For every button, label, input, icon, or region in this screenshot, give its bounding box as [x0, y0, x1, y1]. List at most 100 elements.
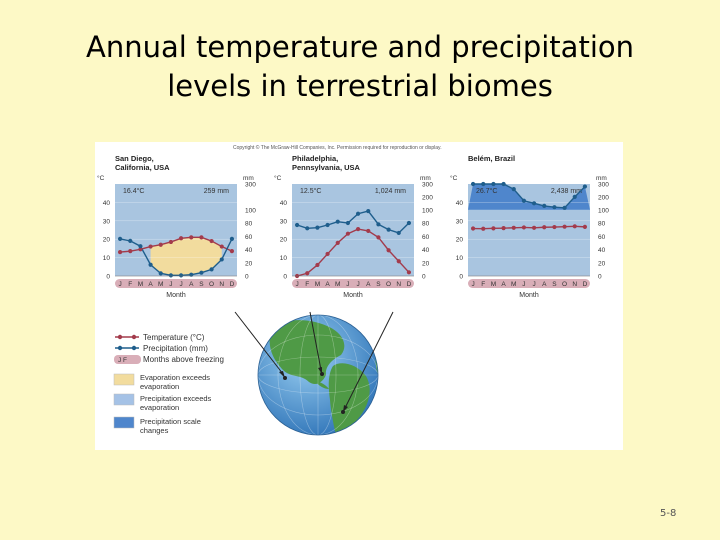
precip-axis-unit: mm [420, 175, 431, 182]
precip-tick-label: 20 [422, 260, 430, 267]
precip-tick-label: 80 [245, 221, 253, 228]
month-tick-label: D [230, 281, 235, 288]
months-above-freezing-band [115, 279, 237, 288]
temperature-point [531, 225, 537, 230]
central-america-landmass [315, 381, 329, 389]
month-tick-label: F [305, 281, 309, 288]
slide-title: Annual temperature and precipitation lev… [0, 28, 720, 106]
precipitation-point [148, 262, 153, 267]
annual-precipitation-label: 1,024 mm [375, 188, 406, 195]
panel-location-line-1: Belém, Brazil [468, 154, 515, 163]
precipitation-point [335, 219, 340, 224]
month-tick-label: M [491, 281, 496, 288]
precip-tick-label: 300 [245, 182, 256, 189]
month-tick-label: S [376, 281, 381, 288]
temperature-point [470, 226, 476, 231]
precipitation-point [572, 194, 577, 199]
temperature-point [199, 235, 204, 240]
precip-axis-unit: mm [596, 175, 607, 182]
precip-tick-label: 60 [245, 234, 253, 241]
legend-temperature-marker [131, 334, 137, 340]
precipitation-point [481, 181, 486, 187]
temperature-point [219, 244, 224, 249]
precipitation-point [501, 181, 506, 187]
temp-tick-label: 0 [459, 274, 463, 281]
panel-location-line-2: Pennsylvania, USA [292, 163, 361, 172]
month-tick-label: J [179, 281, 182, 288]
temp-tick-label: 10 [103, 255, 111, 262]
month-tick-label: M [315, 281, 320, 288]
precipitation-point [128, 238, 133, 243]
month-tick-label: A [189, 281, 194, 288]
legend-freezing-label: Months above freezing [143, 355, 224, 364]
month-tick-label: J [522, 281, 525, 288]
precipitation-point [158, 271, 163, 276]
months-above-freezing-band [468, 279, 590, 288]
temp-tick-label: 10 [280, 255, 288, 262]
month-tick-label: A [366, 281, 371, 288]
figure-legend: Temperature (°C) Precipitation (mm) J F … [113, 333, 224, 435]
precipitation-point [396, 230, 401, 236]
panel-location-line-1: Philadelphia, [292, 154, 338, 163]
climate-panels: San Diego,California, USA °C mm 0 10 20 30 40 0 2… [97, 154, 609, 299]
mean-temperature-label: 16.4°C [123, 187, 144, 195]
temperature-point [178, 236, 184, 241]
precip-tick-label: 100 [598, 207, 609, 214]
precip-tick-label: 200 [598, 194, 609, 201]
legend-exceeds-swatch [113, 393, 135, 406]
month-tick-label: O [562, 281, 567, 288]
temperature-point [229, 249, 235, 254]
climate-panel-1: San Diego,California, USA °C mm 0 10 20 30 40 0 2… [97, 154, 256, 299]
temperature-point [386, 248, 391, 253]
slide-title-line-2: levels in terrestrial biomes [167, 69, 553, 103]
annual-precipitation-label: 259 mm [204, 188, 229, 195]
precipitation-point [178, 273, 184, 278]
arrow-philadelphia [309, 311, 322, 371]
month-tick-label: J [356, 281, 359, 288]
north-america-landmass [269, 320, 345, 385]
temperature-point [209, 238, 214, 244]
temperature-point [325, 251, 330, 257]
precip-tick-label: 0 [598, 274, 602, 281]
precipitation-point [406, 220, 412, 226]
precipitation-point [366, 208, 371, 214]
temperature-point [355, 226, 361, 232]
temp-tick-label: 20 [456, 237, 464, 244]
precipitation-point [294, 222, 300, 228]
legend-exceeds-label: Precipitation exceeds evaporation [140, 394, 212, 412]
precipitation-point [531, 201, 537, 206]
precipitation-point [386, 227, 391, 232]
month-tick-label: O [386, 281, 391, 288]
month-tick-label: N [396, 281, 401, 288]
biome-climate-figure: Copyright © The McGraw-Hill Companies, I… [95, 142, 623, 450]
climate-panel-3: Belém, Brazil °C mm 0 10 20 30 40 0 20 40 60 80 100 20… [450, 154, 609, 299]
precipitation-point [511, 187, 516, 192]
legend-temperature-label: Temperature (°C) [143, 333, 205, 342]
temp-axis-unit: °C [274, 174, 282, 182]
month-tick-label: D [407, 281, 412, 288]
month-tick-label: J [295, 281, 298, 288]
legend-evaporation-label: Evaporation exceeds evaporation [140, 373, 210, 391]
month-tick-label: M [511, 281, 516, 288]
month-tick-label: D [583, 281, 588, 288]
precip-tick-label: 100 [422, 207, 433, 214]
legend-scale-label: Precipitation scale changes [140, 417, 201, 435]
temp-tick-label: 30 [456, 218, 464, 225]
precipitation-point [117, 236, 123, 242]
temperature-line [296, 228, 410, 277]
slide-title-line-1: Annual temperature and precipitation [86, 30, 634, 64]
temperature-point [501, 226, 506, 231]
temperature-point [396, 259, 401, 264]
legend-evaporation-swatch [113, 373, 135, 386]
precip-axis-unit: mm [243, 175, 254, 182]
arrow-belem [344, 311, 394, 409]
precip-tick-label: 80 [598, 221, 606, 228]
legend-precipitation-label: Precipitation (mm) [143, 344, 208, 353]
precip-tick-label: 40 [598, 247, 606, 254]
precip-tick-label: 60 [422, 234, 430, 241]
climate-panel-2: Philadelphia,Pennsylvania, USA °C mm 0 10 20 3… [274, 154, 433, 299]
month-tick-label: F [128, 281, 132, 288]
temperature-point [335, 240, 340, 245]
precipitation-point [345, 220, 351, 226]
months-above-freezing-band [292, 279, 414, 288]
